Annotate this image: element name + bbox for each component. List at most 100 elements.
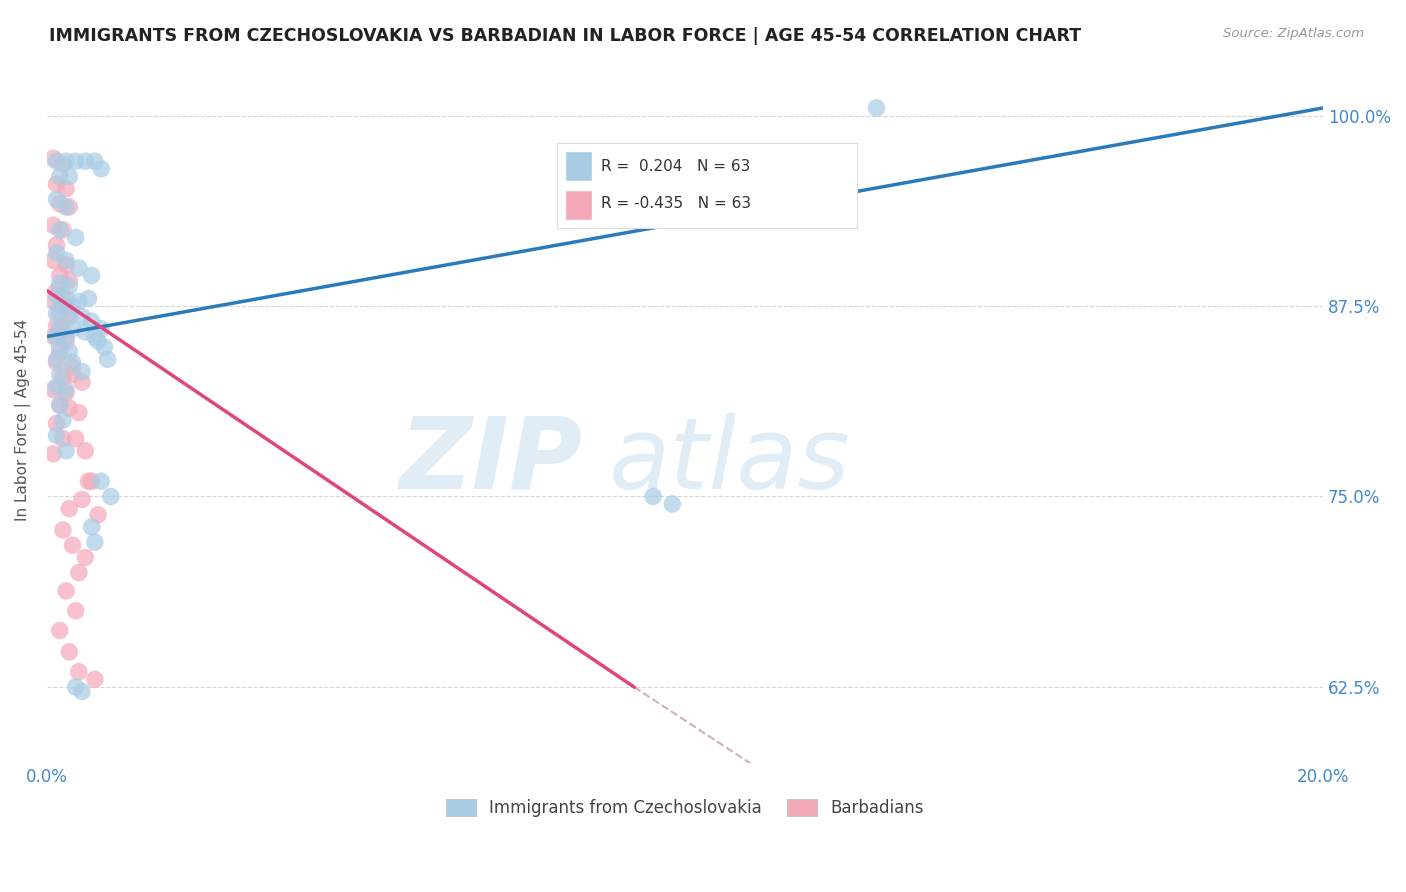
Point: [52, 413, 75, 427]
Point: [45, 177, 67, 191]
Point: [52, 370, 75, 384]
Point: [58, 279, 80, 293]
Point: [67, 665, 90, 679]
Point: [42, 294, 65, 309]
Point: [55, 334, 77, 348]
Point: [48, 624, 70, 638]
Y-axis label: In Labor Force | Age 45-54: In Labor Force | Age 45-54: [15, 319, 31, 522]
Point: [80, 314, 103, 328]
Point: [83, 154, 105, 169]
Point: [65, 230, 87, 244]
Point: [70, 375, 93, 389]
Point: [48, 223, 70, 237]
Point: [93, 340, 115, 354]
Point: [90, 161, 112, 176]
Point: [55, 292, 77, 306]
Point: [87, 809, 110, 823]
Point: [58, 344, 80, 359]
Point: [661, 497, 683, 511]
Point: [87, 508, 110, 522]
Point: [77, 797, 100, 812]
Point: [58, 200, 80, 214]
Point: [80, 268, 103, 283]
Point: [45, 352, 67, 367]
Point: [48, 307, 70, 321]
Point: [90, 322, 112, 336]
Point: [83, 673, 105, 687]
Point: [70, 310, 93, 324]
Point: [75, 550, 97, 565]
Point: [65, 604, 87, 618]
Point: [75, 443, 97, 458]
Point: [48, 318, 70, 333]
Point: [48, 268, 70, 283]
Point: [55, 253, 77, 268]
Point: [67, 406, 90, 420]
Point: [45, 428, 67, 442]
Point: [55, 258, 77, 272]
Point: [65, 680, 87, 694]
Point: [62, 355, 84, 369]
Point: [42, 151, 65, 165]
Point: [97, 352, 120, 367]
Point: [65, 154, 87, 169]
Point: [58, 273, 80, 287]
Point: [70, 365, 93, 379]
Point: [83, 329, 105, 343]
Point: [48, 398, 70, 412]
Point: [45, 329, 67, 343]
Point: [80, 475, 103, 489]
Point: [62, 538, 84, 552]
Point: [42, 329, 65, 343]
Point: [55, 329, 77, 343]
Point: [52, 432, 75, 446]
Point: [58, 501, 80, 516]
Point: [65, 432, 87, 446]
Point: [67, 260, 90, 275]
Point: [45, 284, 67, 298]
Point: [48, 368, 70, 382]
Point: [80, 520, 103, 534]
Point: [42, 447, 65, 461]
Point: [55, 385, 77, 400]
Point: [865, 101, 887, 115]
Point: [55, 200, 77, 214]
Point: [48, 169, 70, 184]
Point: [42, 253, 65, 268]
Point: [67, 566, 90, 580]
Point: [55, 583, 77, 598]
Point: [52, 523, 75, 537]
Point: [75, 325, 97, 339]
Point: [55, 182, 77, 196]
Point: [77, 475, 100, 489]
Point: [42, 383, 65, 397]
Point: [45, 380, 67, 394]
Point: [55, 154, 77, 169]
Point: [55, 443, 77, 458]
Point: [77, 794, 100, 808]
Point: [45, 245, 67, 260]
Point: [58, 307, 80, 321]
Text: ZIP: ZIP: [399, 413, 583, 510]
Point: [62, 322, 84, 336]
Point: [45, 417, 67, 431]
Text: IMMIGRANTS FROM CZECHOSLOVAKIA VS BARBADIAN IN LABOR FORCE | AGE 45-54 CORRELATI: IMMIGRANTS FROM CZECHOSLOVAKIA VS BARBAD…: [49, 27, 1081, 45]
Point: [52, 223, 75, 237]
Point: [45, 154, 67, 169]
Point: [42, 219, 65, 233]
Point: [62, 368, 84, 382]
Point: [45, 288, 67, 302]
Point: [58, 401, 80, 416]
Point: [45, 238, 67, 252]
Point: [90, 475, 112, 489]
Point: [52, 322, 75, 336]
Point: [48, 197, 70, 211]
Point: [62, 359, 84, 374]
Point: [83, 535, 105, 549]
Text: atlas: atlas: [609, 413, 851, 510]
Point: [55, 299, 77, 313]
Point: [77, 292, 100, 306]
Point: [55, 383, 77, 397]
Point: [45, 355, 67, 369]
Point: [48, 299, 70, 313]
